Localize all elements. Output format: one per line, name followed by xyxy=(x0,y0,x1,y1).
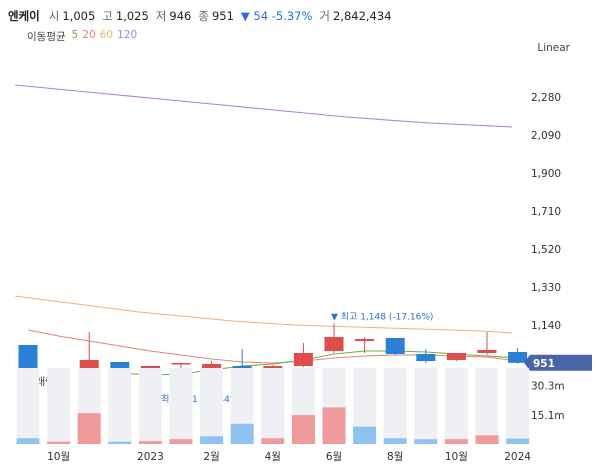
volume-bar[interactable] xyxy=(169,439,193,444)
volume-bar-bg xyxy=(16,368,40,444)
y-tick-label: 2,090 xyxy=(531,130,561,142)
volume-bar[interactable] xyxy=(108,441,132,444)
volume-bar-bg xyxy=(200,368,224,444)
volume-label: 거 xyxy=(319,9,330,23)
y-tick-label: 1,330 xyxy=(531,282,561,294)
candle[interactable] xyxy=(385,338,405,354)
candle[interactable] xyxy=(446,353,466,360)
volume-bar[interactable] xyxy=(444,439,468,444)
ma120-label[interactable]: 120 xyxy=(117,29,138,41)
volume-bar[interactable] xyxy=(47,441,71,444)
x-tick-label: 2024 xyxy=(504,451,531,463)
volume-bar[interactable] xyxy=(200,436,224,444)
volume-bar[interactable] xyxy=(138,441,162,444)
last-price-label: 951 xyxy=(533,358,555,370)
low-label: 저 xyxy=(155,9,167,23)
candle[interactable] xyxy=(477,350,497,353)
candle[interactable] xyxy=(416,354,436,361)
volume-bar-bg xyxy=(475,368,499,444)
volume-bar[interactable] xyxy=(414,439,438,444)
volume-value: 2,842,434 xyxy=(332,9,392,23)
y-tick-label: 1,520 xyxy=(531,244,561,256)
close-value: 951 xyxy=(211,9,234,23)
ma60-label[interactable]: 60 xyxy=(99,29,114,41)
y-tick-label: 1,140 xyxy=(531,320,561,332)
volume-tick-label: 30.3m xyxy=(531,381,565,393)
volume-bar[interactable] xyxy=(322,407,346,444)
y-tick-label: 1,710 xyxy=(531,206,561,218)
low-annotation: ▲ 최저 831 (14.44%) xyxy=(151,394,242,405)
ma5-label[interactable]: 5 xyxy=(71,29,79,41)
moving-average-legend: 이동평균 5 20 60 120 xyxy=(27,29,137,44)
x-tick-label: 2023 xyxy=(137,451,164,463)
volume-bar-bg xyxy=(383,368,407,444)
volume-tick-label: 15.1m xyxy=(531,410,565,422)
change-value: ▼ 54 -5.37% xyxy=(240,9,313,23)
candle[interactable] xyxy=(293,353,313,366)
candle[interactable] xyxy=(171,363,191,365)
volume-bar[interactable] xyxy=(475,435,499,444)
candle[interactable] xyxy=(355,339,375,341)
volume-bar[interactable] xyxy=(506,438,530,444)
x-tick-label: 4월 xyxy=(265,451,281,463)
volume-bar-bg xyxy=(261,368,285,444)
volume-bar-bg xyxy=(444,368,468,444)
ma20-label[interactable]: 20 xyxy=(82,29,96,41)
open-label: 시 xyxy=(48,9,60,23)
x-tick-label: 10월 xyxy=(47,451,70,463)
ma20-line xyxy=(27,329,518,364)
volume-bar-bg xyxy=(138,368,162,444)
quote-bar: 엔케이 시 1,005 고 1,025 저 946 종 951 ▼ 54 -5.… xyxy=(8,6,396,26)
volume-bar-bg xyxy=(169,368,193,444)
volume-bar[interactable] xyxy=(383,438,407,444)
y-tick-label: 1,900 xyxy=(531,168,561,180)
volume-bar-bg xyxy=(47,368,71,444)
high-annotation: ▼ 최고 1,148 (-17.16%) xyxy=(331,311,433,322)
candle[interactable] xyxy=(202,364,222,368)
x-tick-label: 10월 xyxy=(445,451,468,463)
x-tick-label: 8월 xyxy=(387,451,403,463)
ma60-line xyxy=(14,295,513,334)
candle[interactable] xyxy=(324,337,344,351)
candle[interactable] xyxy=(508,352,528,363)
ma120-line xyxy=(14,84,513,128)
low-value: 946 xyxy=(169,9,192,23)
stock-name: 엔케이 xyxy=(8,9,40,23)
volume-bar[interactable] xyxy=(353,426,377,444)
x-tick-label: 6월 xyxy=(326,451,342,463)
ma-title: 이동평균 xyxy=(27,31,66,43)
volume-bar[interactable] xyxy=(230,423,254,444)
close-label: 종 xyxy=(198,9,209,23)
y-tick-label: 2,280 xyxy=(531,92,561,104)
volume-bar[interactable] xyxy=(16,438,40,444)
volume-bar-bg xyxy=(506,368,530,444)
volume-bar-bg xyxy=(414,368,438,444)
high-label: 고 xyxy=(102,9,113,23)
volume-bar[interactable] xyxy=(261,438,285,444)
scale-toggle[interactable]: Linear xyxy=(537,42,570,54)
volume-bar[interactable] xyxy=(77,413,101,444)
volume-bar-bg xyxy=(353,368,377,444)
high-value: 1,025 xyxy=(115,9,149,23)
volume-bar-bg xyxy=(108,368,132,444)
last-price-tag xyxy=(524,354,592,371)
volume-bar[interactable] xyxy=(291,415,315,444)
x-tick-label: 2월 xyxy=(203,451,219,463)
open-value: 1,005 xyxy=(62,9,96,23)
